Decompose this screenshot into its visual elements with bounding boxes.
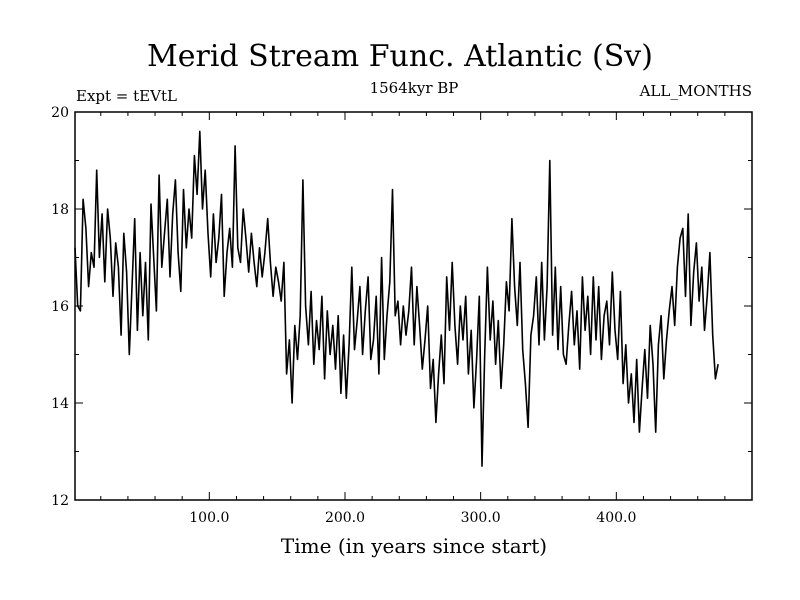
x-tick-label: 300.0 [461,510,501,526]
series-line [74,130,719,467]
y-tick-label: 18 [51,202,69,218]
y-tick-label: 12 [51,493,69,509]
experiment-label: Expt = tEVtL [76,87,177,105]
x-tick-label: 100.0 [189,510,229,526]
y-axis-ticks: 12 14 16 18 20 [51,105,752,509]
period-label: 1564kyr BP [370,79,459,97]
x-axis-ticks: 100.0 200.0 300.0 400.0 [100,112,726,526]
x-axis-label: Time (in years since start) [281,534,547,558]
chart-title: Merid Stream Func. Atlantic (Sv) [147,39,653,74]
y-tick-label: 14 [51,396,69,412]
plot-frame [74,111,753,501]
x-tick-label: 400.0 [596,510,636,526]
x-tick-label: 200.0 [325,510,365,526]
y-tick-label: 16 [51,299,69,315]
y-tick-label: 20 [51,105,69,121]
months-label: ALL_MONTHS [639,82,752,100]
